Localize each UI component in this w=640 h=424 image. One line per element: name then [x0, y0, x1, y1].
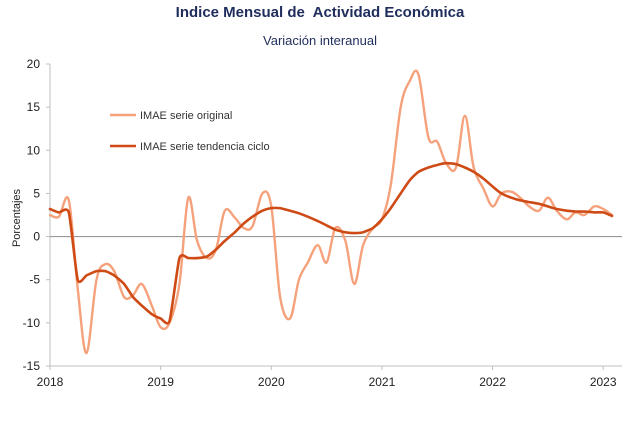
- chart-subtitle: Variación interanual: [263, 33, 377, 48]
- series-trend-line: [48, 161, 614, 325]
- y-tick-label: 0: [33, 230, 40, 244]
- x-tick-label: 2020: [258, 375, 285, 389]
- chart-title: Indice Mensual de Actividad Económica: [175, 4, 465, 21]
- x-tick-label: 2018: [37, 375, 64, 389]
- x-tick-label: 2022: [479, 375, 506, 389]
- legend-label-original: IMAE serie original: [140, 110, 232, 122]
- y-axis-label: Porcentajes: [11, 188, 23, 247]
- series-original-line: [48, 69, 614, 355]
- legend-label-trend: IMAE serie tendencia ciclo: [140, 141, 270, 153]
- y-tick-label: 10: [27, 143, 41, 157]
- chart-legend: IMAE serie original IMAE serie tendencia…: [100, 101, 326, 163]
- series-layer: [48, 69, 614, 355]
- x-tick-label: 2019: [147, 375, 174, 389]
- y-tick-label: -15: [23, 359, 41, 373]
- legend-background: [100, 101, 326, 163]
- y-tick-label: -10: [23, 316, 41, 330]
- y-tick-label: 5: [33, 186, 40, 200]
- y-tick-label: 15: [27, 100, 41, 114]
- y-tick-label: 20: [27, 57, 41, 71]
- x-tick-label: 2023: [590, 375, 617, 389]
- x-tick-label: 2021: [369, 375, 396, 389]
- y-tick-label: -5: [29, 273, 40, 287]
- chart-axes: 20 15 10 5 0 -5 -10 -15 2018 2019 2020 2021 2022 2023: [23, 57, 622, 389]
